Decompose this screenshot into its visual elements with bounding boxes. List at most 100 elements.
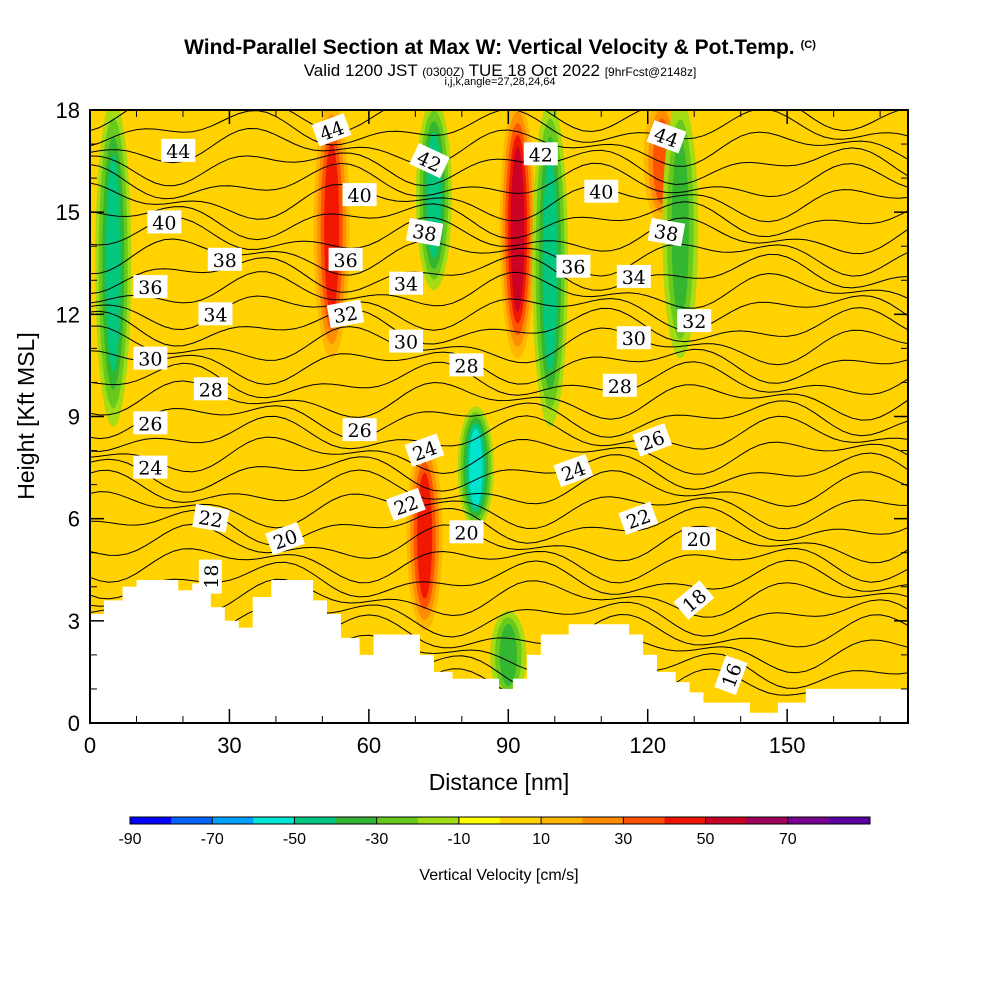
contour-label: 34 — [616, 264, 651, 289]
contour-label-box — [192, 503, 230, 533]
contour-label-text: 36 — [561, 257, 585, 279]
colorbar-swatch — [212, 817, 254, 824]
contour-label-box — [385, 487, 426, 522]
theta-contour — [90, 182, 908, 223]
contour-label-text: 32 — [682, 311, 706, 333]
colorbar-swatch — [130, 817, 172, 824]
x-tick-label: 0 — [84, 733, 96, 758]
contour-label-text: 34 — [394, 274, 418, 296]
contour-label-text: 34 — [622, 267, 646, 289]
theta-contour — [90, 307, 908, 347]
colorbar-swatch — [828, 817, 871, 824]
theta-contour — [90, 452, 908, 493]
colorbar-tick-label: -10 — [447, 831, 470, 848]
contour-label-text: 26 — [138, 413, 162, 435]
contour-label-box — [193, 377, 228, 401]
contour-label: 24 — [133, 455, 168, 480]
contour-label: 38 — [647, 217, 686, 247]
colorbar-tick-label: 70 — [779, 831, 797, 848]
colorbar-swatch — [294, 817, 337, 824]
theta-contour — [90, 436, 908, 475]
contour-label: 40 — [342, 183, 377, 207]
y-axis-label: Height [Kft MSL] — [13, 332, 39, 499]
contour-label: 16 — [714, 655, 748, 696]
contour-label: 28 — [193, 377, 228, 401]
contour-label-box — [449, 353, 484, 377]
contour-label-box — [133, 275, 168, 299]
colorbar-tick-label: -50 — [283, 831, 306, 848]
contour-label-box — [523, 142, 558, 166]
contour-label: 22 — [192, 503, 230, 533]
contour-label-box — [677, 309, 712, 333]
contour-label-text: 30 — [138, 349, 162, 371]
contour-label-box — [618, 501, 659, 535]
contour-label-text: 40 — [348, 185, 372, 207]
colorbar: -90 -70 -50 -30 -10 10 30 50 70 — [118, 816, 871, 848]
contour-label: 38 — [207, 247, 242, 272]
contour-label-box — [342, 183, 377, 207]
contour-label-box — [647, 217, 686, 247]
theta-contour — [90, 216, 908, 255]
contour-label-box — [389, 329, 423, 353]
theta-contour — [90, 559, 908, 600]
contour-label: 42 — [523, 142, 558, 166]
updraft-band — [324, 143, 340, 315]
contour-label-box — [616, 326, 651, 350]
contour-label-box — [405, 217, 444, 247]
colorbar-tick-label: -70 — [201, 831, 224, 848]
theta-contour — [90, 127, 908, 167]
colorbar-tick-label: -30 — [365, 831, 388, 848]
x-tick-label: 60 — [357, 733, 381, 758]
contour-label: 26 — [133, 411, 168, 435]
contour-label-text: 28 — [199, 379, 223, 401]
contour-label-box — [404, 433, 445, 467]
contour-label: 36 — [133, 275, 168, 299]
contour-label: 44 — [161, 138, 196, 163]
contour-label-box — [616, 264, 651, 288]
theta-contour — [90, 400, 908, 440]
contour-label-text: 38 — [411, 221, 439, 247]
colorbar-swatch — [458, 817, 501, 824]
contour-label-text: 40 — [589, 182, 613, 204]
updraft-band — [417, 472, 433, 599]
contour-label: 28 — [449, 353, 484, 377]
contour-label: 30 — [133, 346, 168, 371]
theta-contour — [90, 162, 908, 200]
terrain — [90, 580, 908, 723]
contour-label-text: 20 — [454, 522, 478, 544]
contour-label-text: 28 — [454, 355, 478, 377]
colorbar-swatch — [253, 817, 295, 824]
contour-label-box — [198, 559, 222, 594]
x-axis-label: Distance [nm] — [429, 769, 570, 795]
chart-title: Wind-Parallel Section at Max W: Vertical… — [184, 36, 816, 59]
colorbar-swatch — [417, 817, 460, 824]
theta-contour — [90, 547, 908, 584]
contour-label: 32 — [677, 309, 712, 333]
downdraft-band — [542, 155, 558, 372]
colorbar-tick-label: 30 — [614, 831, 632, 848]
contour-label-text: 32 — [332, 302, 360, 328]
contour-label-box — [133, 411, 168, 435]
theta-contour — [90, 147, 908, 187]
contour-label-text: 36 — [138, 277, 162, 299]
theta-contour — [90, 201, 908, 241]
colorbar-swatch — [746, 817, 789, 824]
contour-label: 34 — [198, 302, 233, 326]
contour-label: 40 — [584, 179, 619, 204]
contour-label-box — [389, 271, 423, 295]
y-tick-label: 6 — [68, 507, 80, 532]
contour-label-text: 34 — [203, 304, 227, 326]
contour-label-text: 44 — [166, 141, 190, 163]
contour-label-box — [133, 455, 168, 479]
contour-label-text: 28 — [608, 376, 632, 398]
contour-label: 40 — [147, 210, 182, 234]
contour-label-box — [342, 418, 377, 442]
contour-label: 26 — [342, 418, 377, 442]
contour-label-box — [553, 453, 594, 488]
contour-label-box — [449, 520, 484, 544]
chart-subtitle: Valid 1200 JST (0300Z) TUE 18 Oct 2022 [… — [303, 61, 697, 80]
colorbar-tick-label: 10 — [532, 831, 550, 848]
contour-label-text: 40 — [152, 212, 176, 234]
